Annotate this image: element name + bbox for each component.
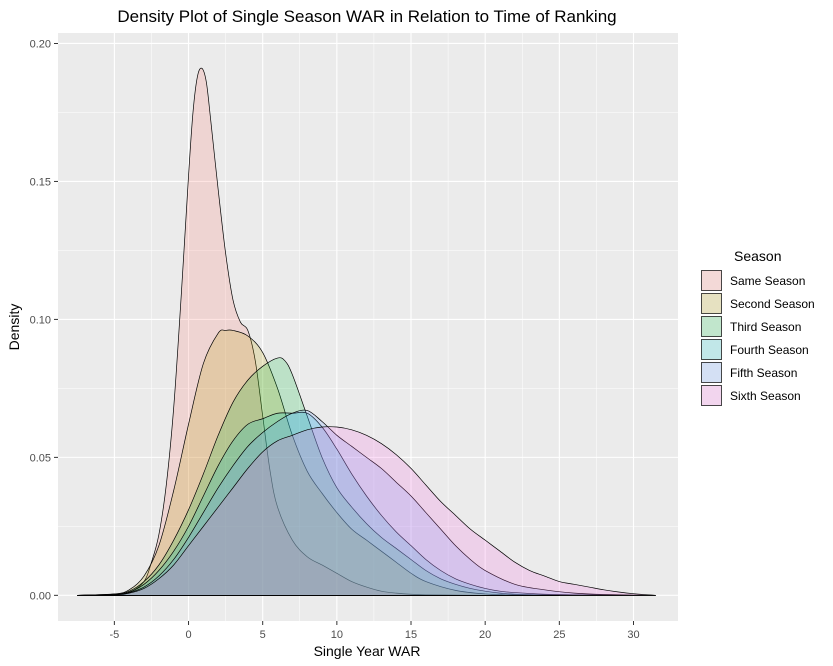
y-tick-label: 0.05 bbox=[30, 452, 51, 464]
legend-label: Third Season bbox=[730, 320, 801, 334]
legend: Season Same Season Second Season Third Sea… bbox=[701, 248, 815, 406]
y-tick-label: 0.15 bbox=[30, 176, 51, 188]
legend-key-bg bbox=[701, 293, 722, 314]
y-tick-label: 0.00 bbox=[30, 590, 51, 602]
density-area-second-season bbox=[77, 329, 560, 596]
legend-key bbox=[701, 316, 722, 337]
density-area-same-season bbox=[77, 67, 560, 596]
density-area-sixth-season bbox=[77, 426, 656, 596]
y-tick-label: 0.10 bbox=[30, 314, 51, 326]
legend-key-bg bbox=[701, 362, 722, 383]
legend-key bbox=[701, 385, 722, 406]
legend-key bbox=[701, 362, 722, 383]
grid-minor bbox=[58, 33, 678, 621]
legend-key-bg bbox=[701, 270, 722, 291]
legend-key bbox=[701, 293, 722, 314]
x-tick-label: 20 bbox=[479, 629, 491, 641]
y-tick-label: 0.20 bbox=[30, 38, 51, 50]
density-areas bbox=[77, 67, 656, 596]
legend-key-bg bbox=[701, 316, 722, 337]
density-area-third-season bbox=[77, 357, 560, 596]
legend-label: Second Season bbox=[730, 297, 815, 311]
legend-title: Season bbox=[734, 248, 781, 264]
legend-key bbox=[701, 270, 722, 291]
legend-key bbox=[701, 339, 722, 360]
density-area-fourth-season bbox=[77, 411, 656, 596]
x-tick-label: 15 bbox=[405, 629, 417, 641]
legend-key-bg bbox=[701, 339, 722, 360]
legend-label: Same Season bbox=[730, 274, 805, 288]
legend-items: Same Season Second Season Third Season Four… bbox=[701, 270, 815, 406]
x-tick-label: 10 bbox=[331, 629, 343, 641]
x-tick-label: 25 bbox=[553, 629, 565, 641]
x-tick-label: 0 bbox=[185, 629, 191, 641]
legend-label: Fifth Season bbox=[730, 366, 797, 380]
y-axis: 0.00 0.05 0.10 0.15 0.20 bbox=[30, 38, 58, 602]
x-tick-label: 30 bbox=[627, 629, 639, 641]
legend-label: Sixth Season bbox=[730, 389, 801, 403]
x-tick-label: 5 bbox=[260, 629, 266, 641]
chart-title: Density Plot of Single Season WAR in Rel… bbox=[117, 7, 616, 26]
x-axis: -5 0 5 10 15 20 25 30 bbox=[109, 621, 640, 641]
x-tick-label: -5 bbox=[109, 629, 119, 641]
plot-panel bbox=[58, 33, 678, 621]
legend-label: Fourth Season bbox=[730, 343, 809, 357]
y-axis-title: Density bbox=[6, 304, 22, 351]
legend-key-bg bbox=[701, 385, 722, 406]
x-axis-title: Single Year WAR bbox=[314, 643, 421, 659]
density-area-fifth-season bbox=[77, 409, 656, 596]
